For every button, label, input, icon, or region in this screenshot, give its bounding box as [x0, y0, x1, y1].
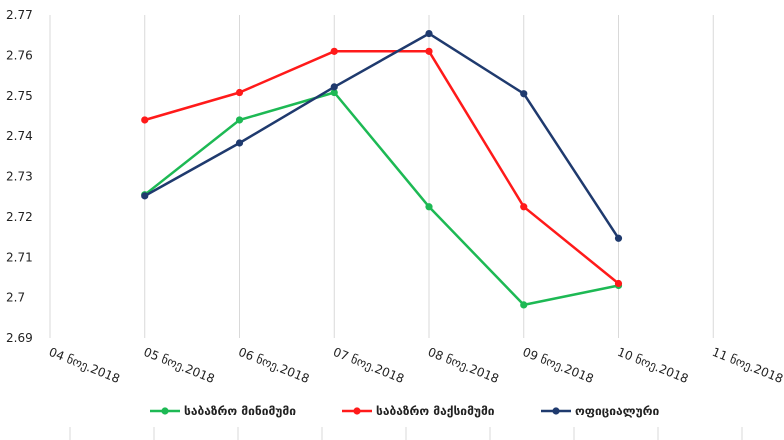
grid-layer — [49, 15, 743, 440]
data-point — [520, 90, 528, 98]
data-point — [330, 88, 338, 97]
legend-label: საბაზრო მინიმუმი — [184, 404, 296, 418]
x-axis: 04 ნოე.2018 05 ნოე.2018 06 ნოე.2018 07 ნოე.… — [47, 345, 784, 386]
x-tick-label: 06 ნოე.2018 — [236, 345, 311, 386]
data-point — [520, 203, 528, 211]
x-tick-label: 08 ნოე.2018 — [426, 345, 501, 386]
x-tick-label: 11 ნოე.2018 — [710, 345, 784, 386]
y-tick-label: 2.72 — [6, 210, 33, 224]
data-point — [520, 301, 528, 309]
data-point — [614, 279, 623, 288]
data-point — [614, 234, 623, 242]
data-point — [425, 47, 433, 55]
data-point — [235, 116, 244, 124]
x-tick-label: 09 ნოე.2018 — [521, 345, 596, 386]
y-tick-label: 2.7 — [6, 291, 25, 305]
data-point — [425, 29, 433, 38]
data-point — [141, 116, 149, 124]
data-point — [330, 47, 338, 55]
legend-marker — [161, 407, 169, 415]
legend-marker — [552, 407, 560, 415]
y-tick-label: 2.76 — [6, 48, 33, 62]
y-tick-label: 2.73 — [6, 170, 33, 184]
series-line — [143, 50, 620, 285]
series-line — [143, 32, 620, 240]
legend-item: საბაზრო მაქსიმუმი — [342, 404, 495, 418]
data-point — [235, 88, 244, 97]
series-line — [143, 91, 620, 307]
x-tick-label: 10 ნოე.2018 — [615, 345, 690, 386]
legend: საბაზრო მინიმუმი საბაზრო მაქსიმუმი ოფიციალ… — [150, 404, 659, 418]
data-point — [235, 139, 244, 147]
y-tick-label: 2.77 — [6, 8, 33, 22]
legend-marker — [353, 407, 361, 415]
legend-item: ოფიციალური — [541, 404, 659, 418]
legend-label: საბაზრო მაქსიმუმი — [376, 404, 495, 418]
data-point — [330, 83, 338, 91]
y-axis: 2.69 2.7 2.71 2.72 2.73 2.74 2.75 2.76 2.77 — [6, 8, 33, 345]
y-tick-label: 2.71 — [6, 250, 33, 264]
x-tick-label: 07 ნოე.2018 — [331, 345, 406, 386]
x-tick-label: 04 ნოე.2018 — [47, 345, 122, 386]
legend-item: საბაზრო მინიმუმი — [150, 404, 296, 418]
y-tick-label: 2.75 — [6, 89, 33, 103]
legend-label: ოფიციალური — [575, 404, 659, 418]
data-point — [141, 192, 149, 200]
y-tick-label: 2.74 — [6, 129, 33, 143]
series-layer — [141, 29, 623, 309]
y-tick-label: 2.69 — [6, 331, 33, 345]
data-point — [425, 203, 433, 211]
x-tick-label: 05 ნოე.2018 — [142, 345, 217, 386]
